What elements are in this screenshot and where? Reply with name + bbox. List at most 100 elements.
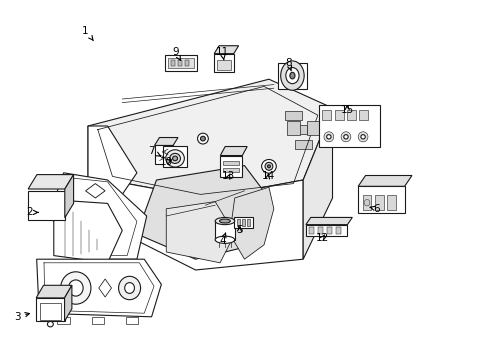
Bar: [184, 60, 189, 66]
Bar: [214, 54, 233, 72]
Bar: [92, 317, 104, 324]
Bar: [234, 217, 252, 228]
Bar: [309, 227, 314, 234]
Bar: [246, 219, 250, 226]
Text: 4: 4: [219, 233, 225, 246]
Bar: [322, 110, 331, 120]
Bar: [362, 195, 371, 210]
Bar: [374, 195, 383, 210]
Polygon shape: [166, 202, 234, 263]
Bar: [357, 186, 404, 213]
Bar: [126, 317, 138, 324]
Text: 10: 10: [160, 157, 172, 167]
Bar: [319, 105, 380, 147]
Bar: [277, 63, 306, 89]
Polygon shape: [229, 187, 273, 259]
Polygon shape: [88, 126, 303, 270]
Polygon shape: [305, 217, 352, 225]
Bar: [223, 161, 239, 166]
Bar: [154, 145, 173, 164]
Ellipse shape: [124, 283, 134, 293]
Ellipse shape: [285, 68, 298, 84]
Ellipse shape: [357, 132, 367, 142]
Ellipse shape: [323, 132, 333, 142]
Bar: [223, 168, 239, 172]
Ellipse shape: [261, 159, 276, 173]
Polygon shape: [28, 175, 73, 189]
Ellipse shape: [267, 165, 270, 168]
Ellipse shape: [169, 153, 180, 163]
Text: 2: 2: [26, 207, 38, 217]
Bar: [334, 110, 343, 120]
Polygon shape: [303, 108, 332, 259]
Ellipse shape: [289, 72, 294, 79]
Bar: [217, 60, 230, 70]
Polygon shape: [37, 259, 161, 317]
Bar: [28, 191, 64, 220]
Bar: [305, 225, 347, 236]
Text: 3: 3: [14, 312, 29, 322]
Bar: [177, 60, 182, 66]
Bar: [40, 303, 61, 320]
Ellipse shape: [326, 135, 330, 139]
Text: 11: 11: [215, 47, 229, 60]
Bar: [326, 227, 331, 234]
Bar: [58, 317, 70, 324]
Text: 9: 9: [172, 47, 180, 60]
Polygon shape: [49, 173, 146, 259]
Polygon shape: [357, 176, 411, 186]
Ellipse shape: [360, 135, 365, 139]
Bar: [294, 140, 311, 149]
Bar: [318, 227, 323, 234]
Polygon shape: [64, 285, 72, 321]
Ellipse shape: [165, 150, 184, 167]
Bar: [36, 298, 64, 321]
Ellipse shape: [200, 136, 205, 141]
Polygon shape: [64, 175, 73, 218]
Bar: [170, 60, 175, 66]
Bar: [335, 227, 340, 234]
Polygon shape: [88, 79, 332, 198]
Bar: [358, 110, 367, 120]
Bar: [287, 121, 299, 135]
Bar: [346, 110, 355, 120]
Bar: [168, 58, 193, 68]
Text: 8: 8: [285, 58, 291, 71]
Ellipse shape: [280, 61, 304, 90]
Bar: [242, 219, 245, 226]
Polygon shape: [214, 46, 238, 54]
Ellipse shape: [172, 156, 177, 161]
Polygon shape: [85, 184, 105, 198]
Ellipse shape: [47, 321, 53, 327]
Bar: [165, 55, 196, 71]
Text: 7: 7: [148, 146, 160, 156]
Polygon shape: [88, 126, 137, 216]
Text: 14: 14: [261, 171, 274, 181]
Text: 1: 1: [82, 26, 93, 41]
Ellipse shape: [215, 236, 234, 243]
Ellipse shape: [215, 217, 234, 225]
Polygon shape: [154, 138, 178, 145]
Bar: [284, 111, 302, 120]
Ellipse shape: [219, 219, 230, 223]
Polygon shape: [54, 200, 122, 263]
Ellipse shape: [61, 272, 91, 304]
Ellipse shape: [119, 276, 141, 300]
Polygon shape: [137, 166, 268, 259]
Bar: [237, 219, 240, 226]
Polygon shape: [36, 285, 72, 298]
Polygon shape: [99, 279, 111, 297]
Text: 6: 6: [369, 204, 379, 214]
Text: 15: 15: [340, 105, 353, 115]
Ellipse shape: [264, 162, 272, 170]
Ellipse shape: [343, 135, 347, 139]
Bar: [289, 125, 306, 134]
Ellipse shape: [68, 280, 83, 296]
Ellipse shape: [197, 133, 208, 144]
Polygon shape: [220, 147, 247, 156]
Text: 13: 13: [222, 171, 235, 181]
Ellipse shape: [341, 132, 350, 142]
Bar: [220, 156, 242, 177]
Bar: [215, 221, 234, 240]
Bar: [386, 195, 395, 210]
